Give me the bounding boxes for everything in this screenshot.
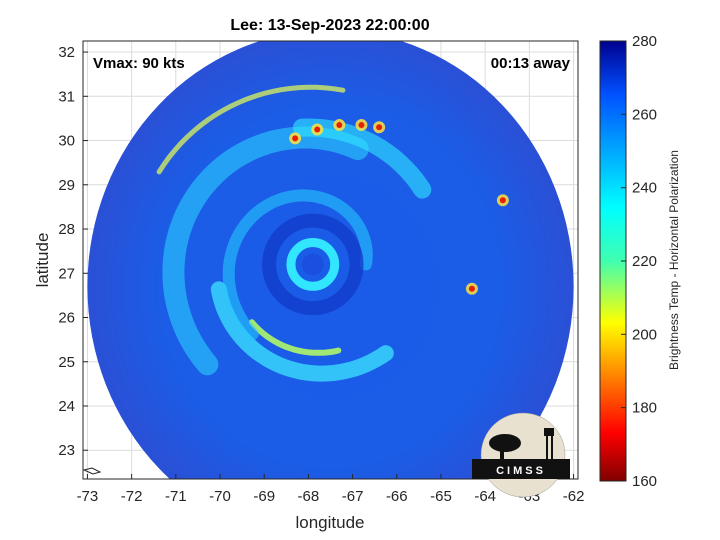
logo-tower-icon — [544, 428, 554, 436]
rain-band — [293, 118, 432, 199]
microwave-swath — [87, 41, 574, 479]
x-tick-label: -64 — [474, 488, 496, 505]
y-axis-ticks: 23 24 25 26 27 28 29 30 31 32 — [58, 44, 88, 459]
x-tick-label: -73 — [77, 488, 99, 505]
x-axis-label: longitude — [295, 513, 364, 532]
x-tick-label: -72 — [121, 488, 143, 505]
axes-frame — [82, 40, 579, 480]
y-tick-label: 27 — [58, 265, 75, 282]
rain-band — [222, 189, 373, 340]
convective-core — [376, 124, 383, 131]
colorbar-ticks: 160 180 200 220 240 260 280 — [621, 33, 657, 490]
vmax-annotation: Vmax: 90 kts — [93, 55, 185, 72]
colorbar-tick-label: 160 — [632, 473, 657, 490]
x-tick-label: -66 — [386, 488, 408, 505]
x-tick-label: -70 — [209, 488, 231, 505]
eye — [301, 253, 324, 276]
convective-core — [314, 126, 321, 133]
x-tick-label: -69 — [253, 488, 275, 505]
y-tick-label: 23 — [58, 442, 75, 459]
rain-band — [156, 84, 346, 175]
y-tick-label: 25 — [58, 354, 75, 371]
y-tick-label: 30 — [58, 133, 75, 150]
rain-band — [162, 126, 369, 376]
moat — [262, 213, 364, 316]
convective-core — [499, 197, 506, 204]
colorbar-tick-label: 220 — [632, 253, 657, 270]
y-tick-label: 26 — [58, 310, 75, 327]
convective-core — [292, 135, 299, 142]
colorbar-tick-label: 180 — [632, 400, 657, 417]
chart-title: Lee: 13-Sep-2023 22:00:00 — [230, 17, 429, 34]
x-tick-label: -62 — [563, 488, 585, 505]
rain-bands — [156, 84, 509, 382]
cimss-logo: CIMSS — [472, 412, 570, 498]
coastline-fragment — [82, 467, 102, 475]
y-tick-label: 24 — [58, 398, 75, 415]
y-tick-label: 29 — [58, 177, 75, 194]
logo-text: CIMSS — [496, 465, 546, 477]
convective-core — [358, 122, 365, 129]
eyewall — [286, 238, 340, 291]
y-tick-label: 28 — [58, 221, 75, 238]
colorbar-tick-label: 260 — [632, 106, 657, 123]
convective-core — [336, 122, 343, 129]
logo-dish-icon — [489, 434, 521, 452]
time-away-annotation: 00:13 away — [491, 55, 571, 72]
x-tick-label: -65 — [430, 488, 452, 505]
x-axis-ticks: -73-72-71-70-69-68-67-66-65-64-63-62 — [77, 474, 585, 505]
colorbar-tick-label: 280 — [632, 33, 657, 50]
y-axis-label: latitude — [33, 233, 52, 288]
y-tick-label: 31 — [58, 88, 75, 105]
colorbar-label: Brightness Temp - Horizontal Polarizatio… — [667, 150, 681, 370]
rain-band — [248, 319, 342, 356]
convective-core — [468, 285, 475, 292]
y-tick-label: 32 — [58, 44, 75, 61]
rain-band — [210, 281, 394, 382]
colorbar-tick-label: 200 — [632, 326, 657, 343]
x-tick-label: -67 — [342, 488, 364, 505]
colorbar-tick-label: 240 — [632, 180, 657, 197]
x-tick-label: -68 — [298, 488, 320, 505]
x-tick-label: -71 — [165, 488, 187, 505]
